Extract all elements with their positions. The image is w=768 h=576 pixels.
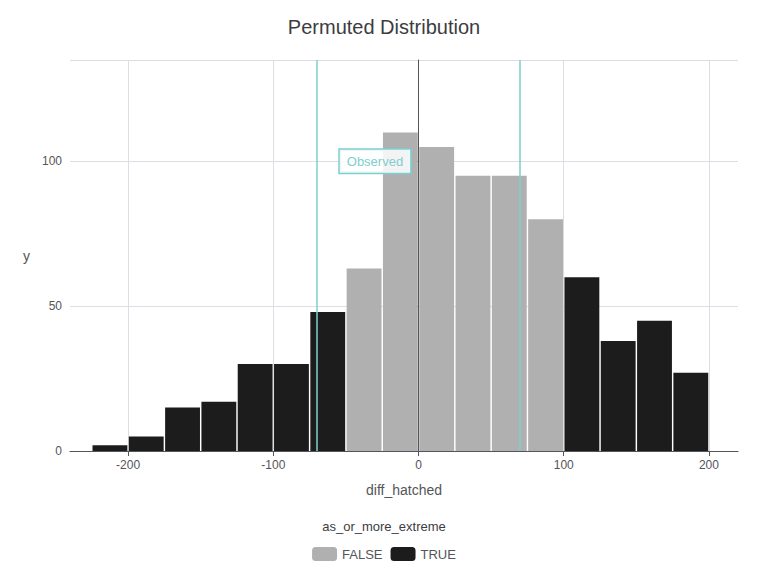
- svg-text:Observed: Observed: [347, 154, 403, 169]
- svg-text:-100: -100: [261, 458, 285, 472]
- svg-text:TRUE: TRUE: [421, 547, 457, 562]
- svg-text:50: 50: [49, 299, 63, 313]
- svg-text:0: 0: [415, 458, 422, 472]
- svg-text:diff_hatched: diff_hatched: [366, 482, 442, 498]
- svg-text:200: 200: [699, 458, 719, 472]
- svg-text:100: 100: [42, 154, 62, 168]
- svg-text:y: y: [23, 248, 30, 264]
- svg-text:as_or_more_extreme: as_or_more_extreme: [322, 519, 446, 534]
- svg-text:Permuted Distribution: Permuted Distribution: [288, 16, 480, 38]
- svg-text:100: 100: [554, 458, 574, 472]
- svg-text:-200: -200: [116, 458, 140, 472]
- svg-text:FALSE: FALSE: [342, 547, 383, 562]
- svg-text:0: 0: [55, 444, 62, 458]
